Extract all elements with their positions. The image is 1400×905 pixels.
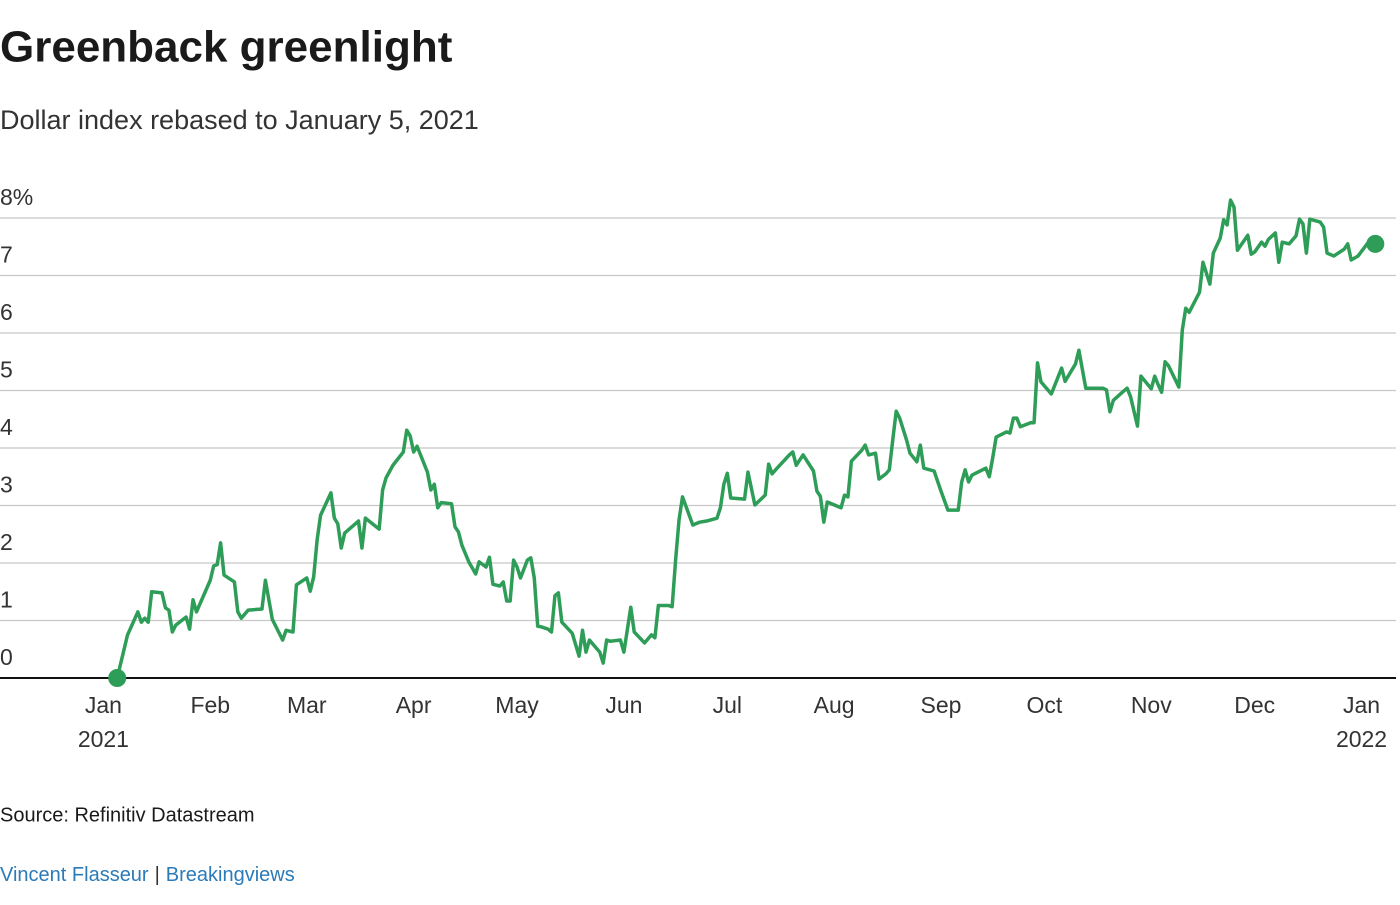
publisher-link[interactable]: Breakingviews bbox=[166, 864, 295, 886]
y-tick-label: 5 bbox=[0, 357, 13, 383]
source-note: Source: Refinitiv Datastream bbox=[0, 804, 255, 826]
author-link[interactable]: Vincent Flasseur bbox=[0, 864, 149, 886]
x-tick-label: Nov bbox=[1131, 692, 1172, 718]
y-tick-label: 4 bbox=[0, 414, 13, 440]
x-tick-label: Jun bbox=[605, 692, 642, 718]
end-marker bbox=[1366, 234, 1385, 253]
x-tick-label: Apr bbox=[396, 692, 432, 718]
x-tick-label: Jan bbox=[1343, 692, 1380, 718]
y-tick-label: 7 bbox=[0, 242, 13, 268]
x-tick-label: Sep bbox=[921, 692, 962, 718]
credit-separator: | bbox=[155, 864, 160, 886]
x-tick-label: May bbox=[495, 692, 539, 718]
chart-title: Greenback greenlight bbox=[0, 23, 453, 72]
x-tick-label: Dec bbox=[1234, 692, 1275, 718]
x-tick-label: Jul bbox=[713, 692, 742, 718]
x-tick-year-label: 2022 bbox=[1336, 726, 1387, 752]
x-tick-label: Jan bbox=[85, 692, 122, 718]
y-tick-label: 6 bbox=[0, 299, 13, 325]
end-marker bbox=[108, 669, 127, 687]
x-tick-label: Mar bbox=[287, 692, 327, 718]
y-tick-label: 0 bbox=[0, 644, 13, 670]
x-tick-label: Feb bbox=[190, 692, 230, 718]
credit-line: Vincent Flasseur | Breakingviews bbox=[0, 864, 295, 886]
plot-area: 0 1 2 3 4 5 6 7 8% Jan Feb Mar Apr May Jun Jul Aug Sep Oct… bbox=[0, 184, 1396, 752]
x-tick-year-label: 2021 bbox=[78, 726, 129, 752]
y-tick-label: 3 bbox=[0, 472, 13, 498]
x-tick-label: Aug bbox=[814, 692, 855, 718]
y-tick-label: 8% bbox=[0, 184, 33, 210]
y-tick-label: 1 bbox=[0, 587, 13, 613]
x-tick-label: Oct bbox=[1027, 692, 1063, 718]
chart-subtitle: Dollar index rebased to January 5, 2021 bbox=[0, 105, 479, 135]
y-tick-label: 2 bbox=[0, 529, 13, 555]
data-line bbox=[115, 198, 1376, 679]
